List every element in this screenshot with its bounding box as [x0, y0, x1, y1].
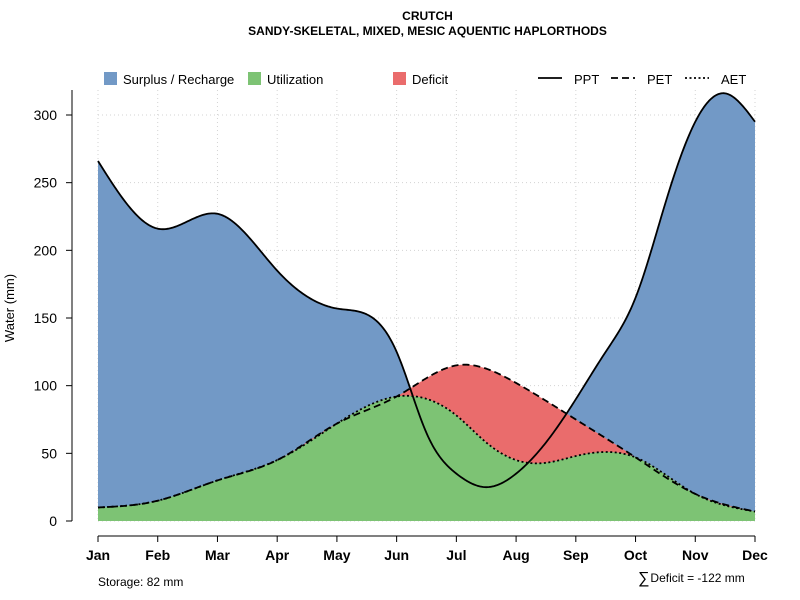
y-tick-label: 250	[34, 175, 58, 191]
aet-series-line	[97, 394, 756, 513]
x-tick-label: Jul	[446, 547, 466, 563]
legend-label: PPT	[574, 72, 599, 87]
chart-title: CRUTCH	[402, 9, 453, 23]
x-tick-label: Dec	[742, 547, 768, 563]
x-tick-label: Jan	[86, 547, 110, 563]
y-tick-label: 50	[41, 445, 57, 461]
legend-label: PET	[647, 72, 672, 87]
y-tick-label: 100	[34, 378, 58, 394]
x-tick-label: Apr	[265, 547, 290, 563]
y-tick-label: 200	[34, 242, 58, 258]
legend-label: Utilization	[267, 72, 323, 87]
x-tick-label: Nov	[682, 547, 709, 563]
surplus-recharge-area	[98, 93, 755, 521]
sigma-icon: ∑	[638, 570, 650, 587]
x-tick-label: May	[323, 547, 350, 563]
utilization-area	[98, 395, 755, 521]
deficit-total: ∑Deficit = -122 mm	[638, 570, 745, 588]
x-tick-label: Mar	[205, 547, 230, 563]
legend-label: AET	[721, 72, 746, 87]
x-tick-label: Sep	[563, 547, 589, 563]
x-tick-label: Feb	[145, 547, 170, 563]
y-tick-label: 300	[34, 107, 58, 123]
y-axis-label: Water (mm)	[2, 274, 17, 342]
y-tick-label: 0	[49, 513, 57, 529]
ppt-series-line	[97, 92, 756, 489]
legend-swatch	[104, 72, 117, 85]
legend-label: Surplus / Recharge	[123, 72, 234, 87]
x-tick-label: Jun	[384, 547, 409, 563]
chart-subtitle: SANDY-SKELETAL, MIXED, MESIC AQUENTIC HA…	[248, 24, 607, 38]
x-tick-label: Oct	[624, 547, 648, 563]
x-tick-label: Aug	[502, 547, 529, 563]
legend-label: Deficit	[412, 72, 449, 87]
y-tick-label: 150	[34, 310, 58, 326]
storage-label: Storage: 82 mm	[98, 575, 184, 589]
deficit-area	[98, 364, 755, 512]
legend-swatch	[248, 72, 261, 85]
deficit-total-label: Deficit = -122 mm	[650, 571, 745, 585]
legend-swatch	[393, 72, 406, 85]
